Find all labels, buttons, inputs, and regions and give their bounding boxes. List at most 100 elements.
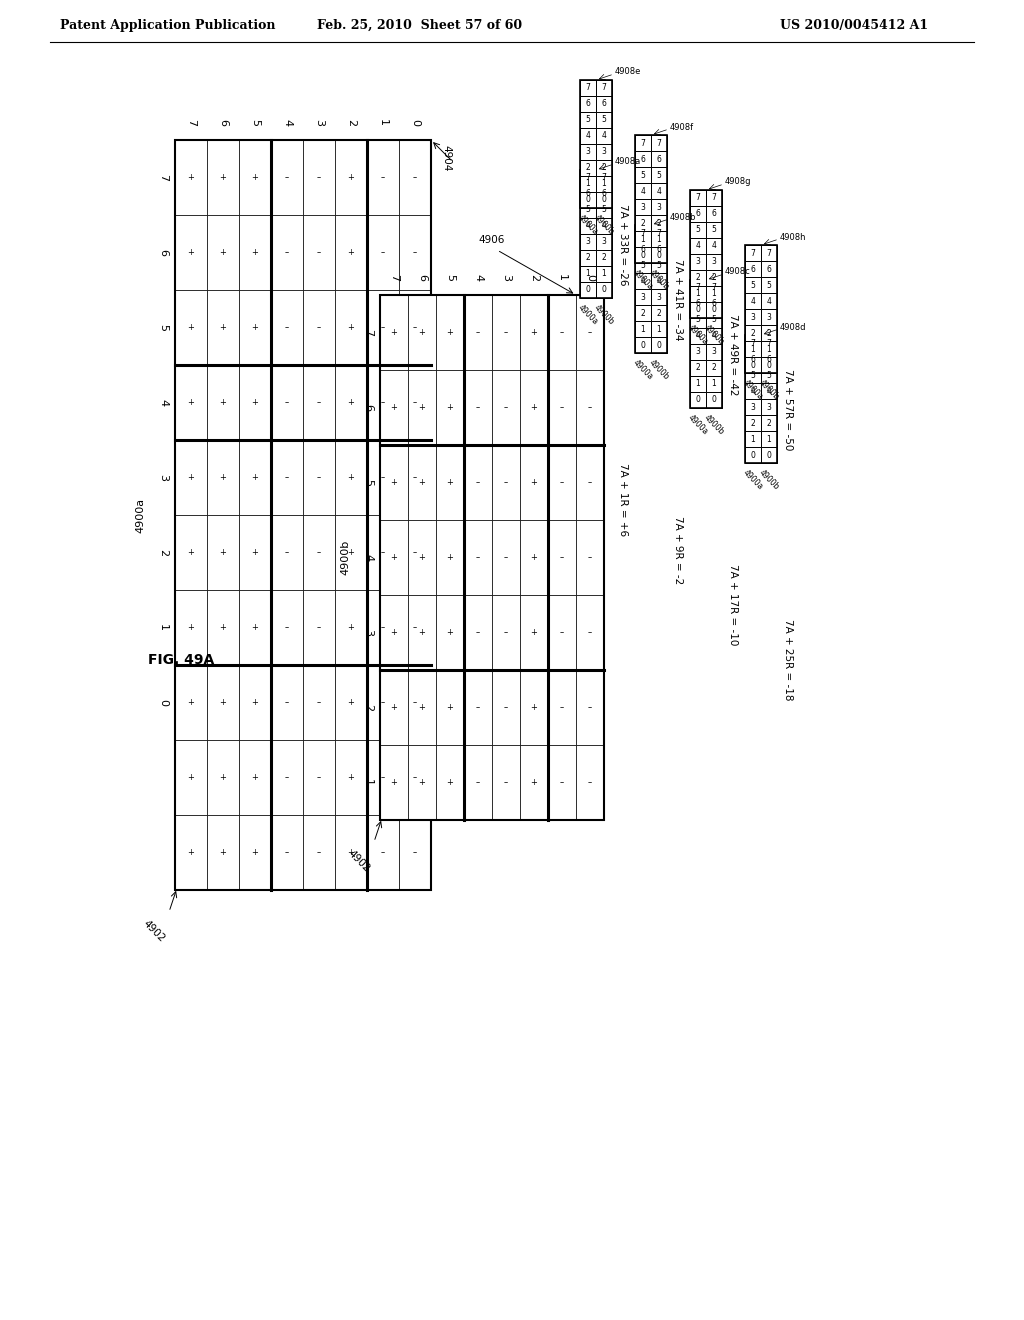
Text: –: – — [476, 327, 480, 337]
Text: –: – — [316, 847, 322, 857]
Bar — [239, 140, 271, 215]
Bar — [548, 294, 575, 370]
Text: +: + — [187, 548, 195, 557]
Text: –: – — [560, 553, 564, 562]
Text: US 2010/0045412 A1: US 2010/0045412 A1 — [780, 18, 928, 32]
Text: +: + — [219, 774, 226, 781]
Bar — [580, 112, 596, 128]
Text: 5: 5 — [586, 116, 591, 124]
Text: 7A + 9R = -2: 7A + 9R = -2 — [673, 516, 683, 585]
Text: +: + — [446, 777, 454, 787]
Text: 1: 1 — [767, 345, 771, 354]
Text: +: + — [252, 248, 258, 257]
Bar — [761, 432, 777, 447]
Text: +: + — [219, 399, 226, 407]
Bar — [271, 814, 303, 890]
Bar — [651, 231, 667, 247]
Text: 4: 4 — [712, 242, 717, 251]
Bar — [745, 325, 761, 341]
Bar — [745, 383, 761, 399]
Bar — [690, 302, 706, 318]
Text: 4908g: 4908g — [725, 177, 752, 186]
Text: 4908d: 4908d — [780, 322, 807, 331]
Text: 6: 6 — [712, 300, 717, 309]
Text: 7: 7 — [751, 248, 756, 257]
Text: –: – — [560, 777, 564, 787]
Bar — [575, 595, 604, 671]
Text: 2: 2 — [158, 549, 168, 556]
Bar — [380, 595, 408, 671]
Text: 4: 4 — [601, 132, 606, 140]
Bar — [175, 515, 207, 590]
Text: 6: 6 — [656, 244, 662, 253]
Bar — [335, 665, 367, 741]
Text: 3: 3 — [586, 238, 591, 247]
Text: –: – — [413, 698, 417, 708]
Bar — [492, 595, 520, 671]
Bar — [520, 671, 548, 744]
Text: 2: 2 — [529, 273, 539, 281]
Bar — [239, 665, 271, 741]
Bar — [706, 222, 722, 238]
Bar — [239, 290, 271, 366]
Text: +: + — [219, 473, 226, 482]
Bar — [548, 445, 575, 520]
Text: –: – — [285, 323, 289, 333]
Text: 4: 4 — [751, 297, 756, 305]
Text: 4908e: 4908e — [615, 67, 641, 77]
Text: +: + — [530, 777, 538, 787]
Bar — [745, 309, 761, 325]
Text: 4: 4 — [641, 186, 645, 195]
Text: 7: 7 — [656, 139, 662, 148]
Text: 5: 5 — [767, 371, 771, 380]
Bar — [436, 595, 464, 671]
Text: +: + — [219, 173, 226, 182]
Text: –: – — [381, 847, 385, 857]
Bar — [635, 224, 651, 242]
Text: 4908c: 4908c — [725, 268, 751, 276]
Bar — [207, 140, 239, 215]
Bar — [380, 520, 408, 595]
Bar — [706, 302, 722, 318]
Text: 6: 6 — [695, 210, 700, 219]
Text: 0: 0 — [586, 285, 591, 294]
Bar — [690, 392, 706, 408]
Text: +: + — [187, 323, 195, 333]
Bar — [399, 665, 431, 741]
Bar — [706, 327, 722, 345]
Bar — [635, 150, 651, 168]
Bar — [175, 366, 207, 440]
Bar — [408, 445, 436, 520]
Text: –: – — [285, 623, 289, 632]
Bar — [520, 370, 548, 445]
Text: 4: 4 — [473, 273, 483, 281]
Bar — [745, 246, 777, 374]
Bar — [635, 273, 651, 289]
Text: –: – — [413, 847, 417, 857]
Text: 1: 1 — [712, 380, 717, 388]
Bar — [651, 135, 667, 150]
Bar — [690, 190, 722, 318]
Bar — [492, 744, 520, 820]
Text: +: + — [446, 478, 454, 487]
Text: +: + — [419, 553, 425, 562]
Text: 4900b: 4900b — [592, 304, 615, 326]
Text: 4900a: 4900a — [577, 304, 600, 326]
Bar — [175, 814, 207, 890]
Text: 4900b: 4900b — [647, 358, 671, 381]
Text: 4900a: 4900a — [686, 413, 710, 437]
Text: 5: 5 — [641, 170, 645, 180]
Bar — [492, 294, 520, 370]
Text: 5: 5 — [586, 206, 591, 214]
Bar — [745, 351, 761, 367]
Text: Feb. 25, 2010  Sheet 57 of 60: Feb. 25, 2010 Sheet 57 of 60 — [317, 18, 522, 32]
Bar — [175, 215, 207, 290]
Text: +: + — [219, 548, 226, 557]
Text: 7: 7 — [767, 338, 771, 347]
Text: –: – — [413, 399, 417, 407]
Text: 3: 3 — [362, 630, 373, 636]
Bar — [492, 520, 520, 595]
Bar — [408, 744, 436, 820]
Bar — [335, 140, 367, 215]
Bar — [635, 337, 651, 352]
